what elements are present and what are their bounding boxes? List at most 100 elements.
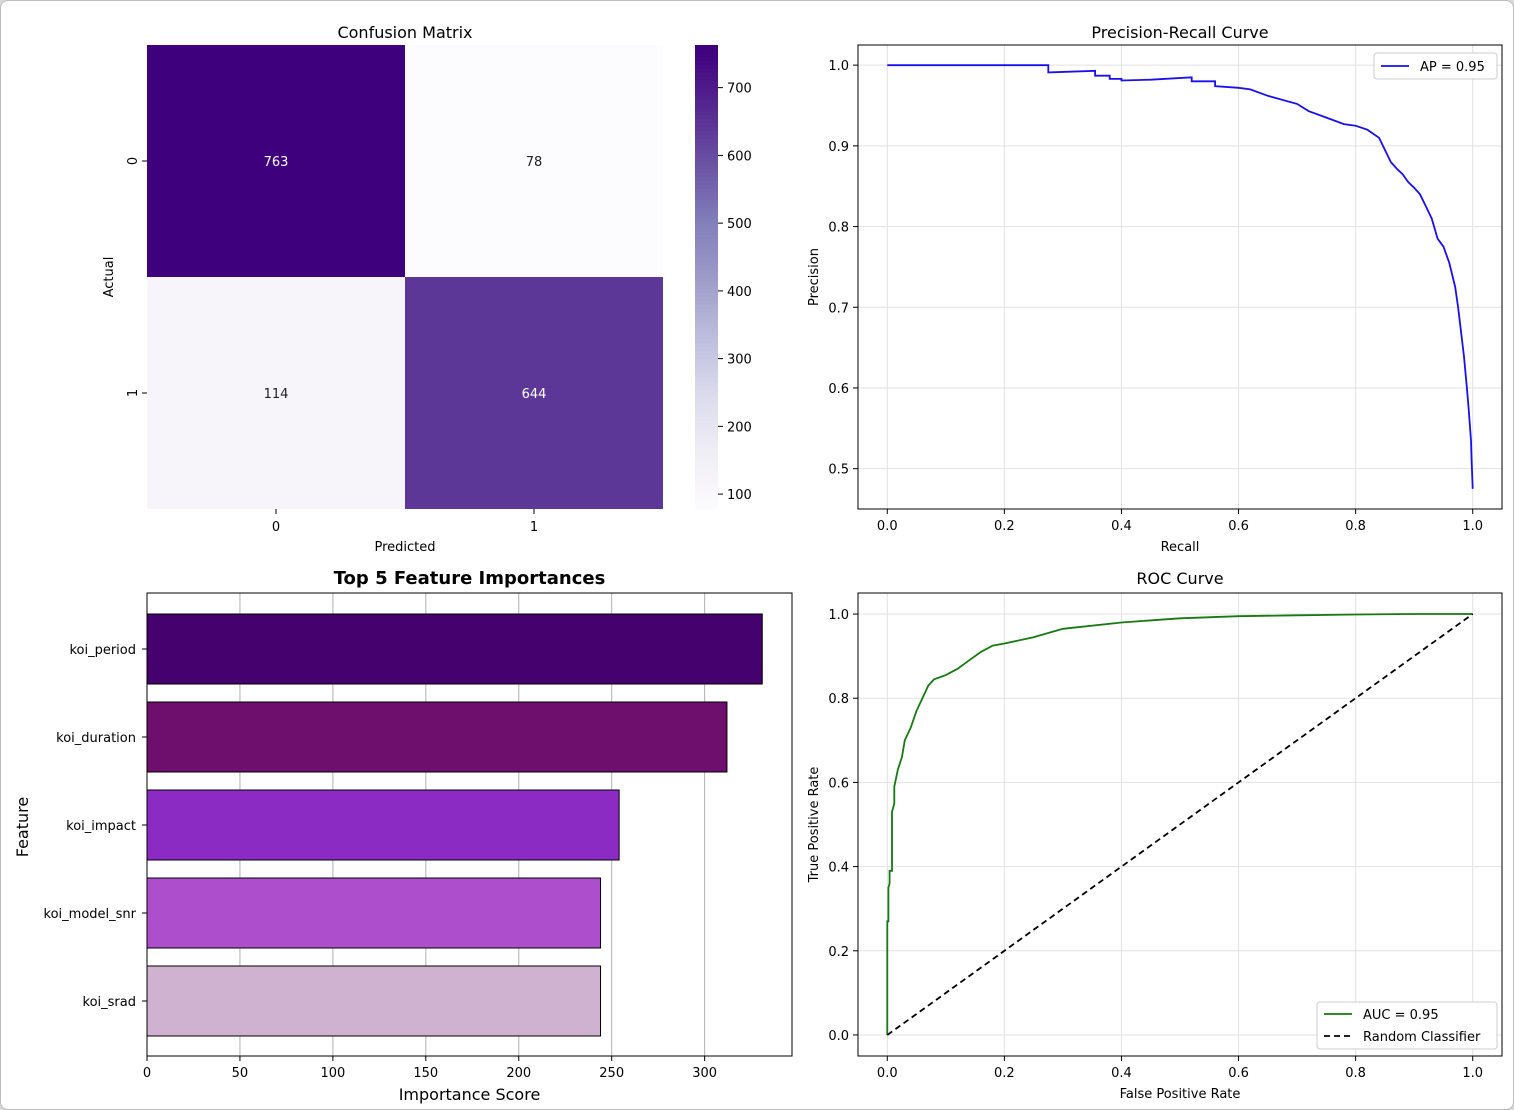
heatmap-cell	[147, 45, 405, 277]
colorbar-segment	[695, 416, 718, 421]
colorbar-segment	[695, 304, 718, 309]
colorbar-segment	[695, 137, 718, 143]
x-tick-label: 50	[232, 1066, 249, 1081]
x-tick-label: 0.2	[994, 519, 1015, 534]
colorbar-segment	[695, 87, 718, 92]
colorbar-segment	[695, 354, 718, 359]
cell-value-label: 763	[264, 155, 289, 170]
x-tick-label: 0.8	[1345, 519, 1366, 534]
colorbar-segment	[695, 373, 718, 379]
colorbar-segment	[695, 246, 718, 251]
colorbar-segment	[695, 215, 718, 220]
colorbar-segment	[695, 365, 718, 371]
chart-title: Confusion Matrix	[337, 23, 472, 42]
x-tick-label: 0.0	[877, 519, 898, 534]
colorbar-segment	[695, 91, 718, 96]
colorbar-segment	[695, 126, 718, 131]
y-tick-label: 0	[126, 157, 141, 165]
colorbar-tick-label: 400	[727, 285, 752, 300]
colorbar-segment	[695, 427, 718, 433]
legend-label: Random Classifier	[1363, 1030, 1481, 1045]
colorbar-segment	[695, 404, 718, 410]
colorbar-segment	[695, 458, 718, 464]
colorbar-segment	[695, 493, 718, 498]
x-tick-label: 0.6	[1228, 519, 1249, 534]
y-tick-label: 0.9	[828, 140, 849, 155]
colorbar-segment	[695, 485, 718, 491]
colorbar-segment	[695, 114, 718, 120]
colorbar-segment	[695, 203, 718, 208]
colorbar-segment	[695, 338, 718, 344]
colorbar-segment	[695, 257, 718, 263]
colorbar-segment	[695, 277, 718, 282]
heatmap-cell	[147, 277, 405, 509]
colorbar-segment	[695, 501, 718, 506]
x-tick-label: 1.0	[1462, 519, 1483, 534]
colorbar-segment	[695, 157, 718, 162]
colorbar-segment	[695, 56, 718, 62]
colorbar-segment	[695, 385, 718, 390]
colorbar-segment	[695, 141, 718, 147]
legend-box	[1373, 52, 1498, 80]
colorbar-tick-label: 200	[727, 420, 752, 435]
colorbar-segment	[695, 451, 718, 456]
colorbar-segment	[695, 253, 718, 259]
x-tick-label: 1.0	[1462, 1066, 1483, 1081]
colorbar-segment	[695, 45, 718, 50]
axes-frame	[857, 592, 1503, 1057]
x-tick-label: 300	[692, 1066, 717, 1081]
colorbar-segment	[695, 489, 718, 495]
y-tick-label: 0.8	[828, 692, 849, 707]
colorbar-segment	[695, 133, 718, 139]
bar	[146, 613, 763, 685]
y-tick-label: koi_impact	[66, 819, 136, 834]
colorbar-segment	[695, 447, 718, 452]
y-axis-label: Actual	[102, 257, 117, 298]
colorbar-segment	[695, 226, 718, 232]
y-tick-label: 0.4	[828, 861, 849, 876]
colorbar-segment	[695, 149, 718, 154]
legend-label: AP = 0.95	[1420, 60, 1485, 75]
colorbar-segment	[695, 95, 718, 100]
y-tick-label: 0.2	[828, 945, 849, 960]
cell-value-label: 78	[526, 155, 543, 170]
colorbar-segment	[695, 377, 718, 382]
colorbar-segment	[695, 164, 718, 170]
colorbar-segment	[695, 431, 718, 437]
colorbar-segment	[695, 60, 718, 65]
colorbar-segment	[695, 307, 718, 313]
bar	[146, 877, 602, 949]
colorbar-segment	[695, 389, 718, 394]
x-tick-label: 0.0	[877, 1066, 898, 1081]
colorbar-segment	[695, 335, 718, 340]
colorbar-segment	[695, 207, 718, 212]
colorbar-segment	[695, 145, 718, 150]
colorbar-segment	[695, 118, 718, 123]
colorbar-segment	[695, 273, 718, 278]
colorbar-tick-label: 600	[727, 149, 752, 164]
colorbar-segment	[695, 265, 718, 270]
heatmap-cell	[405, 45, 663, 277]
colorbar-segment	[695, 64, 718, 69]
y-tick-label: 0.0	[828, 1029, 849, 1044]
colorbar-segment	[695, 242, 718, 247]
y-tick-label: 0.5	[828, 463, 849, 478]
colorbar-segment	[695, 122, 718, 127]
colorbar-segment	[695, 400, 718, 406]
colorbar-segment	[695, 292, 718, 297]
x-tick-label: 0.4	[1111, 1066, 1132, 1081]
plot-area	[858, 45, 1502, 509]
colorbar-segment	[695, 222, 718, 228]
colorbar-segment	[695, 99, 718, 104]
colorbar-segment	[695, 52, 718, 58]
y-tick-label: koi_srad	[83, 995, 136, 1010]
y-tick-label: 1.0	[828, 59, 849, 74]
colorbar-segment	[695, 110, 718, 116]
colorbar-segment	[695, 454, 718, 460]
y-axis-label: Precision	[807, 248, 822, 306]
series-line-1	[886, 613, 1474, 1036]
colorbar-tick-label: 100	[727, 488, 752, 503]
x-tick-label: 0.8	[1345, 1066, 1366, 1081]
colorbar-segment	[695, 420, 718, 425]
